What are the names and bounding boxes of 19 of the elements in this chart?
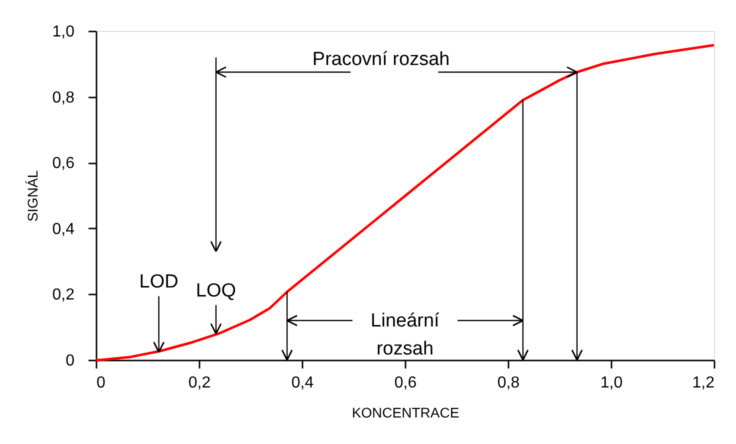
x-tick-label: 0 (96, 374, 106, 392)
x-tick-label: 0,6 (394, 374, 417, 392)
y-tick-label: 0 (66, 352, 75, 370)
y-tick-label: 0,2 (52, 286, 75, 304)
annotation: Pracovní rozsah (312, 48, 450, 70)
x-tick-label: 0,4 (291, 374, 314, 392)
y-axis-title: SIGNÁL (24, 170, 40, 222)
x-axis-title: KONCENTRACE (352, 404, 460, 420)
x-tick-label: 1,0 (600, 374, 623, 392)
annotation: LOQ (196, 280, 236, 302)
annotation: LOD (139, 271, 178, 292)
x-tick-label: 0,8 (497, 374, 520, 392)
x-tick-label: 1,2 (692, 374, 715, 392)
x-tick-label: 0,2 (188, 374, 211, 392)
annotation: Lineární rozsah (370, 310, 440, 360)
y-tick-label: 0,4 (52, 220, 75, 238)
y-tick-label: 1,0 (52, 24, 75, 40)
y-tick-label: 0,6 (52, 155, 75, 172)
y-tick-label: 0,8 (52, 89, 75, 106)
